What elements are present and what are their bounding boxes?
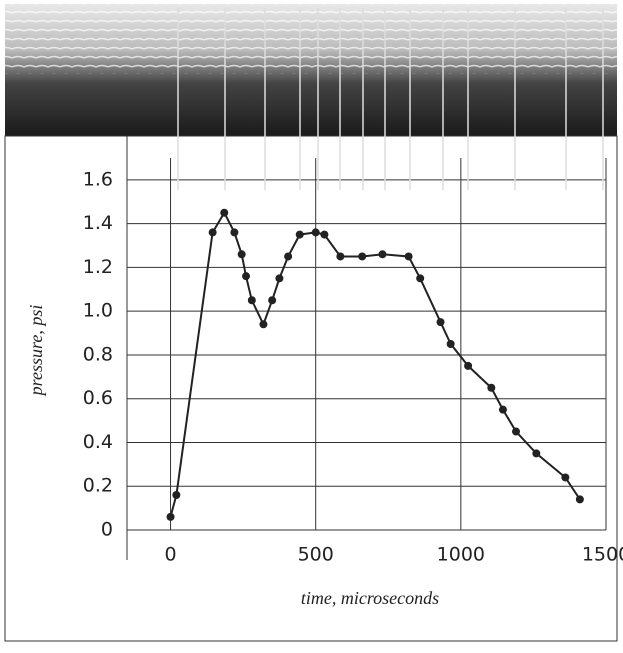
- photo-fringes: [5, 4, 617, 74]
- data-point: [312, 228, 320, 236]
- data-point: [296, 231, 304, 239]
- y-tick-label: 1.6: [83, 168, 113, 190]
- data-point: [242, 272, 250, 280]
- data-point: [275, 274, 283, 282]
- x-tick-label: 0: [164, 544, 176, 566]
- data-point: [487, 384, 495, 392]
- data-point: [405, 252, 413, 260]
- data-point: [416, 274, 424, 282]
- y-tick-label: 0.4: [83, 431, 113, 453]
- data-point: [167, 513, 175, 521]
- data-point: [499, 406, 507, 414]
- data-point: [238, 250, 246, 258]
- data-point: [320, 231, 328, 239]
- data-point: [336, 252, 344, 260]
- data-point: [358, 252, 366, 260]
- data-point: [230, 228, 238, 236]
- data-point: [284, 252, 292, 260]
- data-point: [248, 296, 256, 304]
- data-point: [378, 250, 386, 258]
- x-tick-label: 500: [298, 544, 334, 566]
- chart: time, microseconds pressure, psi 0 0.2 0.4…: [0, 0, 623, 653]
- data-point: [259, 320, 267, 328]
- y-tick-label: 0.8: [83, 343, 113, 365]
- x-tick-label: 1500: [582, 544, 623, 566]
- y-axis-label: pressure, psi: [26, 305, 46, 398]
- data-point: [268, 296, 276, 304]
- y-tick-label: 0.6: [83, 387, 113, 409]
- y-tick-label: 1.2: [83, 256, 113, 278]
- data-point: [209, 228, 217, 236]
- line: [171, 213, 580, 517]
- data-point: [220, 209, 228, 217]
- y-tick-label: 0: [101, 519, 113, 541]
- y-tick-label: 1.0: [83, 300, 113, 322]
- data-point: [512, 428, 520, 436]
- data-point: [464, 362, 472, 370]
- data-point: [532, 449, 540, 457]
- y-tick-label: 1.4: [83, 212, 113, 234]
- data-point: [576, 495, 584, 503]
- x-axis-label: time, microseconds: [301, 588, 439, 608]
- data-point: [172, 491, 180, 499]
- x-tick-label: 1000: [437, 544, 485, 566]
- y-tick-label: 0.2: [83, 475, 113, 497]
- data-point: [437, 318, 445, 326]
- data-point: [447, 340, 455, 348]
- data-point: [561, 473, 569, 481]
